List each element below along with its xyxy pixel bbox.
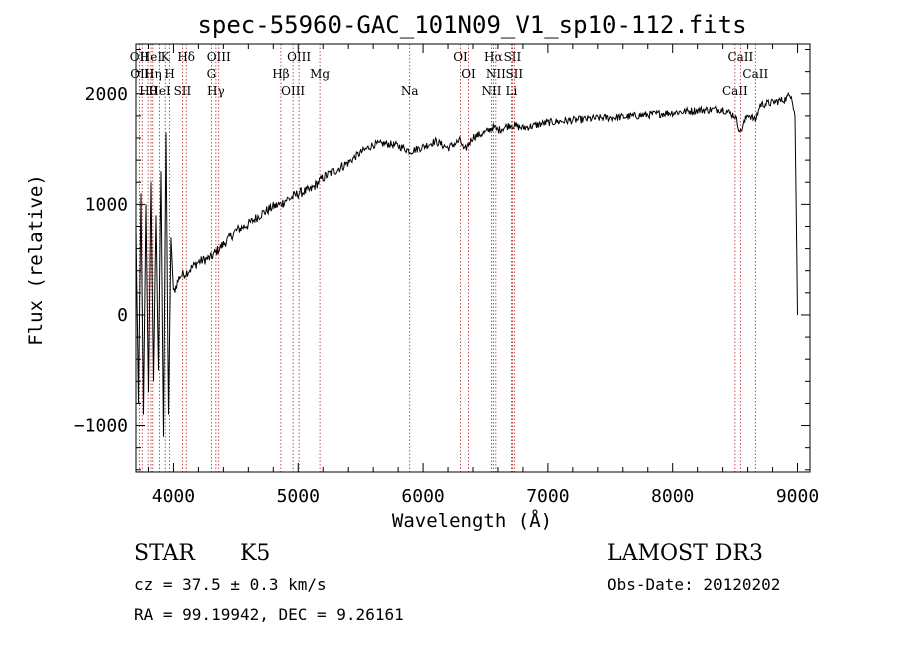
redshift-cz: cz = 37.5 ± 0.3 km/s <box>134 575 327 594</box>
line-markers-layer: OIIOIIIHθHeIHηHeIKHSIIHδGHγOIIIHβOIIIOII… <box>130 44 768 472</box>
plot-frame <box>135 43 811 473</box>
y-tick-label: 2000 <box>85 84 128 105</box>
spectrum-layer <box>135 91 798 437</box>
x-tick-label: 7000 <box>526 486 569 507</box>
line-marker-label: HeI <box>140 50 163 64</box>
line-marker-label: H <box>164 67 174 81</box>
observation-date: Obs-Date: 20120202 <box>607 575 780 594</box>
y-axis-label: Flux (relative) <box>25 174 47 346</box>
x-tick-label: 6000 <box>401 486 444 507</box>
line-marker-label: CaII <box>722 84 748 98</box>
line-marker-label: Hβ <box>272 67 289 81</box>
line-marker-label: Li <box>506 84 518 98</box>
line-marker-label: G <box>207 67 217 81</box>
x-tick-label: 9000 <box>776 486 819 507</box>
line-marker-label: Hδ <box>177 50 195 64</box>
line-marker-label: SII <box>505 67 523 81</box>
axis-ticks-layer: 4000 5000 6000 7000 8000 9000 −1000 0 1000 2000 <box>74 44 819 507</box>
object-subclass: K5 <box>240 541 270 566</box>
line-marker-label: CaII <box>727 50 753 64</box>
line-marker-label: NII <box>481 84 501 98</box>
line-marker-label: HeI <box>148 84 171 98</box>
line-marker-label: OIII <box>281 84 305 98</box>
line-marker-label: Na <box>401 84 419 98</box>
line-marker-label: OII <box>130 50 150 64</box>
line-marker-label: CaII <box>742 67 768 81</box>
line-marker-label: SII <box>504 50 522 64</box>
line-marker-label: OIII <box>207 50 231 64</box>
flux-series-line <box>135 91 798 437</box>
line-marker-label: SII <box>174 84 192 98</box>
y-tick-label: 0 <box>117 305 128 326</box>
survey-name: LAMOST DR3 <box>607 541 763 566</box>
chart-title: spec-55960-GAC_101N09_V1_sp10-112.fits <box>197 11 746 39</box>
line-marker-label: Hγ <box>207 84 225 98</box>
line-marker-label: OIII <box>287 50 311 64</box>
x-tick-label: 4000 <box>152 486 195 507</box>
x-axis-label: Wavelength (Å) <box>392 509 552 532</box>
line-marker-label: OI <box>453 50 468 64</box>
object-class: STAR <box>134 541 196 566</box>
line-marker-label: OI <box>461 67 476 81</box>
y-tick-label: −1000 <box>74 416 128 437</box>
ra-dec-coordinates: RA = 99.19942, DEC = 9.26161 <box>134 605 404 624</box>
line-marker-label: Hα <box>484 50 503 64</box>
line-marker-label: K <box>161 50 171 64</box>
line-marker-label: Mg <box>310 67 330 81</box>
x-tick-label: 8000 <box>651 486 694 507</box>
line-marker-label: NII <box>486 67 506 81</box>
x-tick-label: 5000 <box>277 486 320 507</box>
y-tick-label: 1000 <box>85 194 128 215</box>
line-marker-label: Hη <box>144 67 162 81</box>
